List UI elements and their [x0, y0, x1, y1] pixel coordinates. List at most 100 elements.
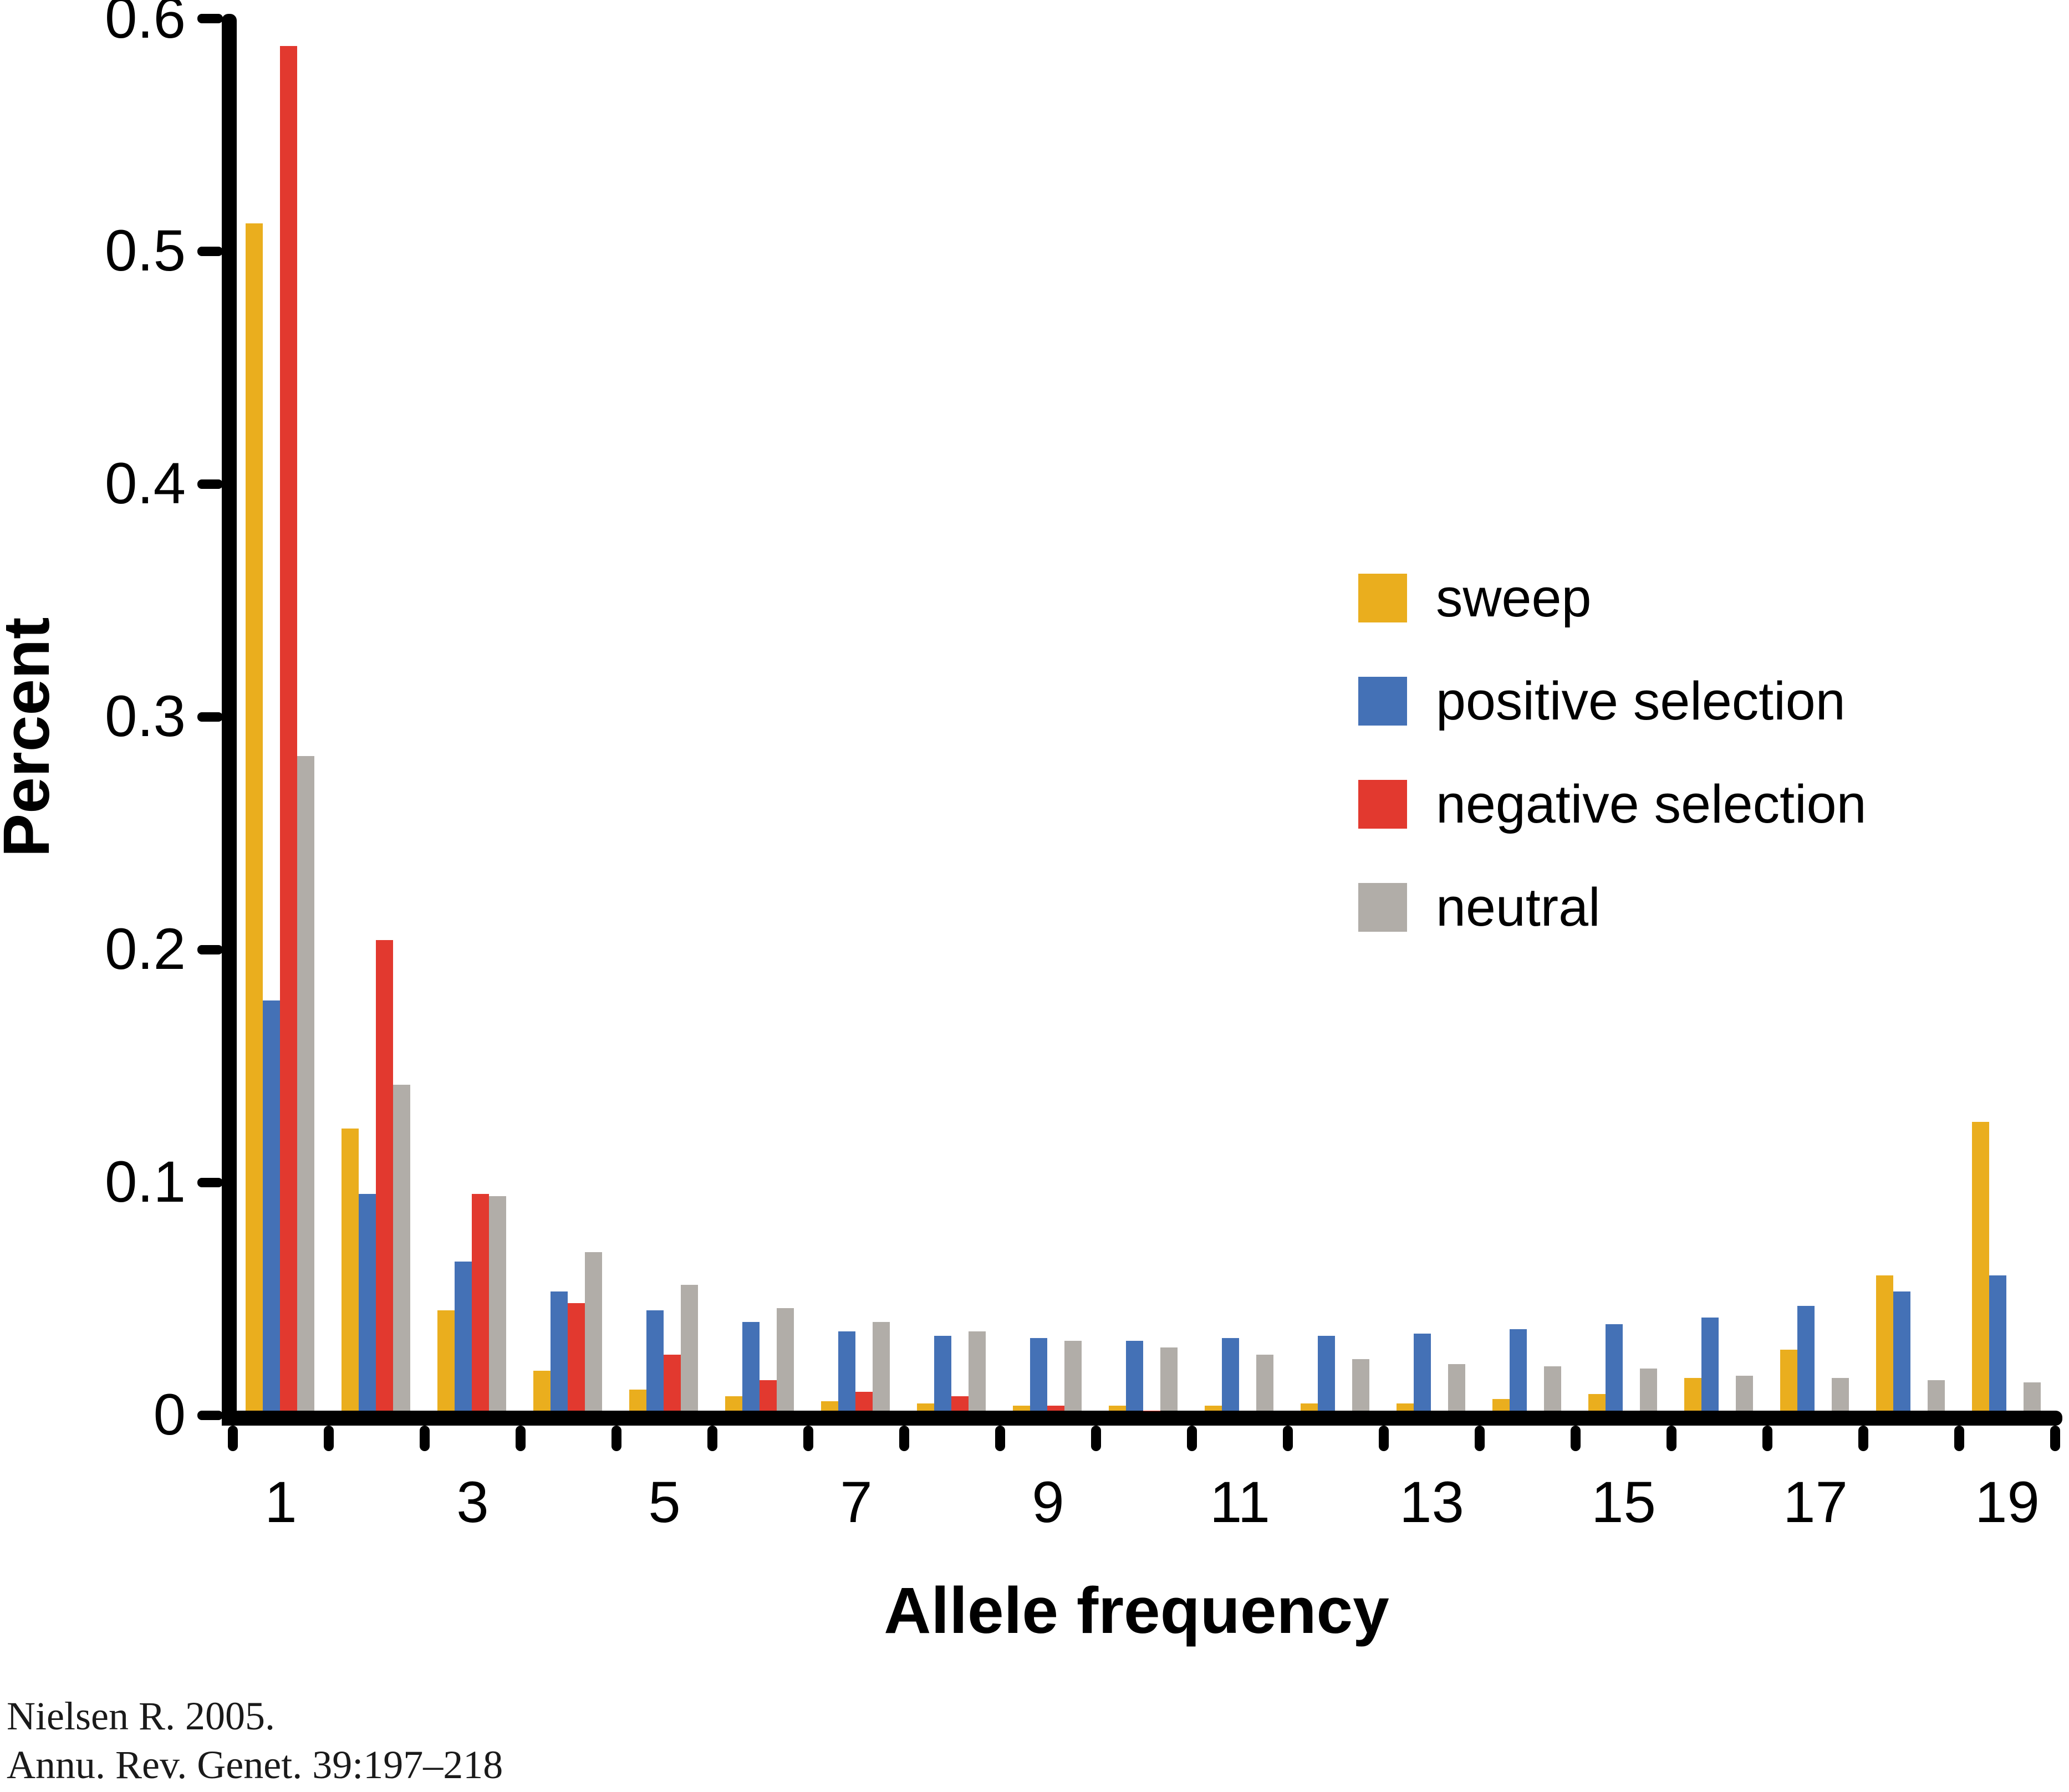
bar-sweep-2	[342, 1129, 359, 1411]
bar-neutral-10	[1160, 1347, 1178, 1411]
x-tick-label-11: 11	[1210, 1470, 1270, 1535]
x-axis-line	[222, 1411, 2062, 1426]
citation: Nielsen R. 2005. Annu. Rev. Genet. 39:19…	[7, 1692, 503, 1789]
x-tick	[1858, 1426, 1868, 1451]
legend-label: positive selection	[1436, 671, 1846, 731]
x-tick-label-5: 5	[648, 1470, 681, 1535]
bar-sweep-11	[1205, 1406, 1222, 1411]
bar-sweep-10	[1109, 1406, 1126, 1411]
x-tick	[516, 1426, 526, 1451]
x-tick	[1091, 1426, 1101, 1451]
y-tick-0.4	[197, 479, 223, 489]
bar-sweep-18	[1876, 1275, 1893, 1411]
bar-positive-selection-5	[646, 1310, 664, 1411]
bar-positive-selection-17	[1797, 1305, 1815, 1411]
bar-negative-selection-6	[760, 1380, 777, 1411]
x-tick-label-15: 15	[1591, 1470, 1656, 1535]
bar-negative-selection-9	[1047, 1406, 1064, 1411]
bar-sweep-13	[1397, 1403, 1414, 1411]
bar-neutral-3	[489, 1196, 506, 1411]
bar-positive-selection-11	[1222, 1338, 1239, 1411]
bar-neutral-9	[1064, 1340, 1082, 1411]
bar-positive-selection-7	[838, 1331, 855, 1411]
bar-negative-selection-4	[568, 1303, 585, 1411]
legend-swatch-sweep	[1358, 574, 1407, 622]
x-tick	[1571, 1426, 1581, 1451]
x-tick	[899, 1426, 909, 1451]
bar-sweep-14	[1492, 1398, 1510, 1411]
bar-neutral-16	[1736, 1375, 1753, 1411]
bar-neutral-13	[1448, 1364, 1465, 1411]
y-tick-label: 0.5	[105, 218, 186, 283]
y-tick-0	[197, 1411, 223, 1420]
bar-neutral-15	[1640, 1369, 1657, 1411]
x-tick-label-7: 7	[840, 1470, 873, 1535]
legend-swatch-neutral	[1358, 883, 1407, 932]
y-tick-label: 0.2	[105, 917, 186, 982]
x-tick-label-13: 13	[1399, 1470, 1464, 1535]
bar-positive-selection-9	[1030, 1338, 1047, 1411]
bar-sweep-19	[1972, 1121, 1989, 1411]
legend-label: sweep	[1436, 568, 1592, 628]
bar-positive-selection-6	[742, 1322, 760, 1411]
bar-positive-selection-19	[1989, 1275, 2006, 1411]
y-tick-label: 0.1	[105, 1150, 186, 1214]
legend-label: negative selection	[1436, 774, 1867, 834]
legend-swatch-negative-selection	[1358, 780, 1407, 829]
bar-positive-selection-15	[1606, 1324, 1623, 1411]
citation-line-1: Nielsen R. 2005.	[7, 1694, 275, 1738]
bar-positive-selection-12	[1318, 1336, 1335, 1411]
x-tick	[1379, 1426, 1389, 1451]
y-tick-0.5	[197, 247, 223, 256]
x-tick	[1667, 1426, 1676, 1451]
bar-neutral-4	[585, 1252, 602, 1411]
bar-neutral-8	[969, 1331, 986, 1411]
bar-neutral-2	[393, 1084, 410, 1411]
bar-neutral-17	[1832, 1377, 1849, 1411]
bar-positive-selection-13	[1414, 1334, 1431, 1411]
y-tick-0.2	[197, 945, 223, 954]
bar-sweep-7	[821, 1401, 838, 1411]
x-tick	[1475, 1426, 1485, 1451]
y-tick-0.6	[197, 14, 223, 23]
x-tick-label-19: 19	[1975, 1470, 2040, 1535]
bar-sweep-9	[1013, 1406, 1030, 1411]
bar-positive-selection-10	[1126, 1340, 1143, 1411]
bar-neutral-11	[1256, 1354, 1273, 1411]
bar-neutral-7	[873, 1322, 890, 1411]
x-tick	[324, 1426, 334, 1451]
y-tick-0.1	[197, 1178, 223, 1187]
bar-negative-selection-2	[376, 940, 393, 1411]
y-tick-label: 0.3	[105, 684, 186, 749]
bar-sweep-1	[246, 223, 263, 1411]
bar-negative-selection-8	[951, 1396, 969, 1411]
y-tick-label: 0.6	[105, 0, 186, 50]
bar-negative-selection-3	[472, 1194, 489, 1411]
bar-positive-selection-4	[551, 1291, 568, 1411]
bar-sweep-5	[629, 1389, 646, 1411]
bar-positive-selection-2	[359, 1194, 376, 1411]
bar-positive-selection-1	[263, 1000, 280, 1411]
x-tick-label-1: 1	[264, 1470, 297, 1535]
bar-positive-selection-18	[1893, 1291, 1910, 1411]
x-tick-label-9: 9	[1032, 1470, 1064, 1535]
bar-sweep-12	[1301, 1403, 1318, 1411]
x-tick	[228, 1426, 238, 1451]
legend-swatch-positive-selection	[1358, 677, 1407, 726]
y-tick-label: 0.4	[105, 451, 186, 516]
bar-positive-selection-16	[1701, 1317, 1719, 1411]
x-axis-title: Allele frequency	[884, 1574, 1389, 1647]
x-tick	[1283, 1426, 1293, 1451]
bar-negative-selection-7	[855, 1392, 873, 1411]
bar-negative-selection-5	[664, 1354, 681, 1411]
x-tick	[1187, 1426, 1197, 1451]
x-tick-label-3: 3	[456, 1470, 489, 1535]
y-tick-label: 0	[153, 1382, 186, 1447]
bar-positive-selection-3	[455, 1261, 472, 1411]
bar-neutral-18	[1928, 1380, 1945, 1411]
bar-neutral-1	[297, 756, 314, 1411]
bar-neutral-19	[2024, 1382, 2041, 1411]
x-tick	[1762, 1426, 1772, 1451]
x-tick-label-17: 17	[1783, 1470, 1848, 1535]
